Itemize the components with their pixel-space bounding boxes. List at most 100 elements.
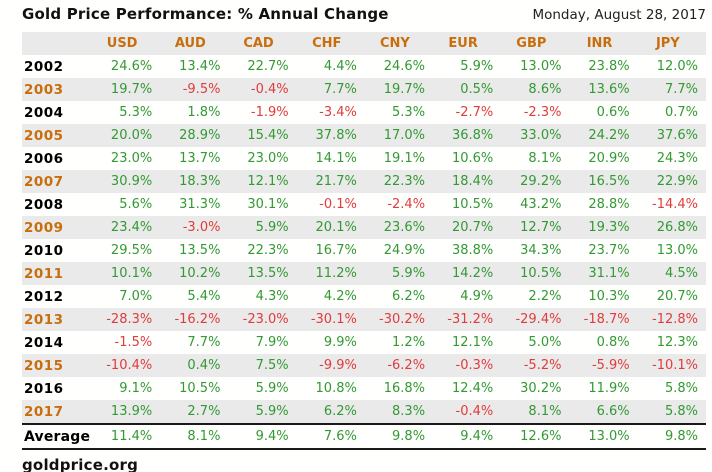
value-cell: 28.8% (588, 197, 630, 212)
row-label: 2006 (24, 150, 64, 167)
column-header-usd: USD (92, 32, 161, 55)
value-cell: 5.3% (119, 105, 153, 120)
value-cell: 5.6% (119, 197, 153, 212)
value-cell: 20.9% (588, 151, 630, 166)
column-header-chf: CHF (296, 32, 365, 55)
row-label: 2005 (24, 127, 64, 144)
value-cell: 0.4% (187, 358, 221, 373)
value-cell: 5.9% (255, 404, 289, 419)
column-header-eur: EUR (433, 32, 502, 55)
value-cell: 43.2% (520, 197, 562, 212)
row-label: 2017 (24, 403, 64, 420)
row-label: 2008 (24, 196, 64, 213)
table-row: 2010 29.5% 13.5% 22.3% 16.7% 24.9% 38.8% 34.3% 2… (22, 239, 706, 262)
table-row: 2004 5.3% 1.8% -1.9% -3.4% 5.3% -2.7% -2.3% 0.6%… (22, 101, 706, 124)
value-cell: 7.5% (255, 358, 289, 373)
value-cell: 4.4% (323, 59, 357, 74)
value-cell: 5.0% (528, 335, 562, 350)
value-cell: -30.2% (379, 312, 426, 327)
row-label: 2003 (24, 81, 64, 98)
value-cell: 10.1% (110, 266, 153, 281)
value-cell: 11.9% (588, 381, 630, 396)
value-cell: -12.8% (652, 312, 698, 327)
value-cell: 5.8% (664, 404, 698, 419)
table-row: 2009 23.4% -3.0% 5.9% 20.1% 23.6% 20.7% 12.7% 19… (22, 216, 706, 239)
value-cell: 2.7% (187, 404, 221, 419)
value-cell: 19.7% (383, 82, 426, 97)
value-cell: 24.9% (383, 243, 426, 258)
value-cell: 19.7% (110, 82, 153, 97)
column-header-aud: AUD (160, 32, 229, 55)
table-row: 2008 5.6% 31.3% 30.1% -0.1% -2.4% 10.5% 43.2% 28… (22, 193, 706, 216)
value-cell: 0.6% (596, 105, 630, 120)
row-label: Average (22, 423, 93, 450)
value-cell: 12.7% (520, 220, 562, 235)
value-cell: 16.5% (588, 174, 630, 189)
value-cell: 0.5% (460, 82, 494, 97)
value-cell: 23.8% (588, 59, 630, 74)
value-cell: 31.3% (179, 197, 221, 212)
value-cell: -5.2% (523, 358, 562, 373)
value-cell: -2.7% (455, 105, 494, 120)
value-cell: 11.4% (92, 423, 161, 450)
value-cell: 9.1% (119, 381, 153, 396)
table-row: 2017 13.9% 2.7% 5.9% 6.2% 8.3% -0.4% 8.1% 6.6% 5.… (22, 400, 706, 424)
value-cell: 22.9% (656, 174, 698, 189)
value-cell: 7.7% (664, 82, 698, 97)
value-cell: 13.0% (656, 243, 698, 258)
value-cell: 4.3% (255, 289, 289, 304)
value-cell: 34.3% (520, 243, 562, 258)
value-cell: 23.6% (383, 220, 426, 235)
footer: goldprice.org (22, 450, 706, 472)
value-cell: 19.1% (383, 151, 426, 166)
row-label: 2012 (24, 288, 64, 305)
value-cell: 38.8% (451, 243, 494, 258)
value-cell: 10.5% (451, 197, 494, 212)
value-cell: 15.4% (247, 128, 289, 143)
page-title: Gold Price Performance: % Annual Change (22, 5, 389, 23)
value-cell: -10.1% (652, 358, 698, 373)
value-cell: 23.0% (247, 151, 289, 166)
value-cell: -9.9% (319, 358, 357, 373)
value-cell: -2.3% (523, 105, 562, 120)
column-header-cny: CNY (364, 32, 434, 55)
value-cell: 30.1% (247, 197, 289, 212)
table-row: 2015 -10.4% 0.4% 7.5% -9.9% -6.2% -0.3% -5.2% -5… (22, 354, 706, 377)
value-cell: 24.6% (110, 59, 153, 74)
value-cell: 7.6% (296, 423, 365, 450)
table-row: 2012 7.0% 5.4% 4.3% 4.2% 6.2% 4.9% 2.2% 10.3% 20.… (22, 285, 706, 308)
value-cell: -0.3% (455, 358, 494, 373)
value-cell: 37.8% (315, 128, 357, 143)
value-cell: 4.5% (664, 266, 698, 281)
value-cell: -30.1% (310, 312, 357, 327)
value-cell: 6.2% (323, 404, 357, 419)
value-cell: 12.0% (656, 59, 698, 74)
value-cell: 8.1% (528, 404, 562, 419)
value-cell: 7.0% (119, 289, 153, 304)
value-cell: -1.9% (250, 105, 289, 120)
goldprice-org-link[interactable]: goldprice.org (22, 456, 139, 472)
value-cell: 20.0% (110, 128, 153, 143)
table-row: 2002 24.6% 13.4% 22.7% 4.4% 24.6% 5.9% 13.0% 23.… (22, 55, 706, 78)
value-cell: 5.9% (392, 266, 426, 281)
value-cell: 4.9% (460, 289, 494, 304)
column-header-row: USD AUD CAD CHF CNY EUR GBP INR JPY (22, 32, 706, 55)
value-cell: 13.5% (247, 266, 289, 281)
value-cell: 14.1% (315, 151, 357, 166)
value-cell: 7.9% (255, 335, 289, 350)
value-cell: -1.5% (114, 335, 153, 350)
value-cell: -3.0% (182, 220, 221, 235)
value-cell: 13.9% (110, 404, 153, 419)
row-label: 2002 (24, 58, 64, 75)
column-header-gbp: GBP (501, 32, 570, 55)
value-cell: 24.2% (588, 128, 630, 143)
value-cell: 10.6% (451, 151, 494, 166)
value-cell: 1.2% (392, 335, 426, 350)
table-row: 2016 9.1% 10.5% 5.9% 10.8% 16.8% 12.4% 30.2% 11.… (22, 377, 706, 400)
value-cell: 23.7% (588, 243, 630, 258)
value-cell: 16.7% (315, 243, 357, 258)
value-cell: 37.6% (656, 128, 698, 143)
value-cell: -9.5% (182, 82, 221, 97)
value-cell: 5.9% (255, 381, 289, 396)
column-header-jpy: JPY (637, 32, 706, 55)
